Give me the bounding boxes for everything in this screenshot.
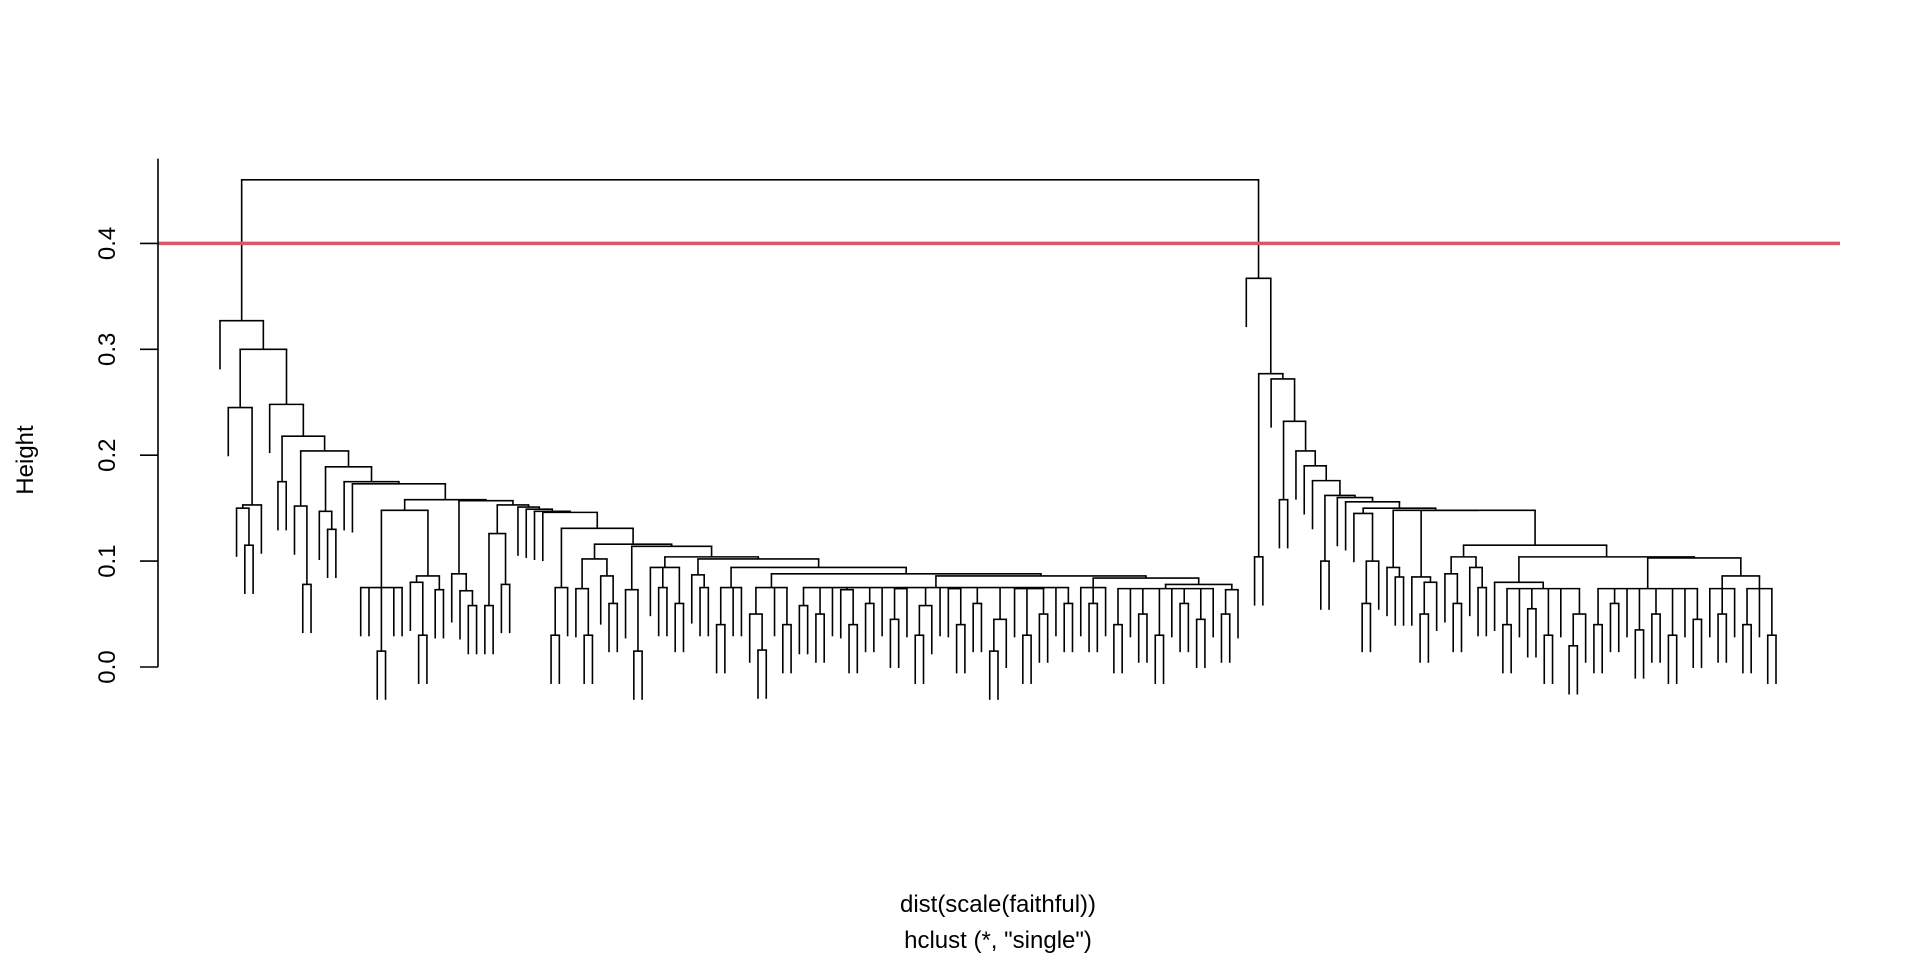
y-tick-label: 0.0 xyxy=(94,650,121,683)
y-tick-label: 0.2 xyxy=(94,439,121,472)
y-tick-label: 0.4 xyxy=(94,227,121,260)
dendrogram-tree xyxy=(219,179,1777,700)
y-tick-label: 0.1 xyxy=(94,544,121,577)
y-axis: 0.0 0.1 0.2 0.3 0.4 xyxy=(94,158,159,684)
x-axis-label: dist(scale(faithful)) xyxy=(900,891,1096,918)
y-tick-label: 0.3 xyxy=(94,333,121,366)
y-axis-label: Height xyxy=(12,425,39,495)
subtitle: hclust (*, "single") xyxy=(904,927,1092,954)
